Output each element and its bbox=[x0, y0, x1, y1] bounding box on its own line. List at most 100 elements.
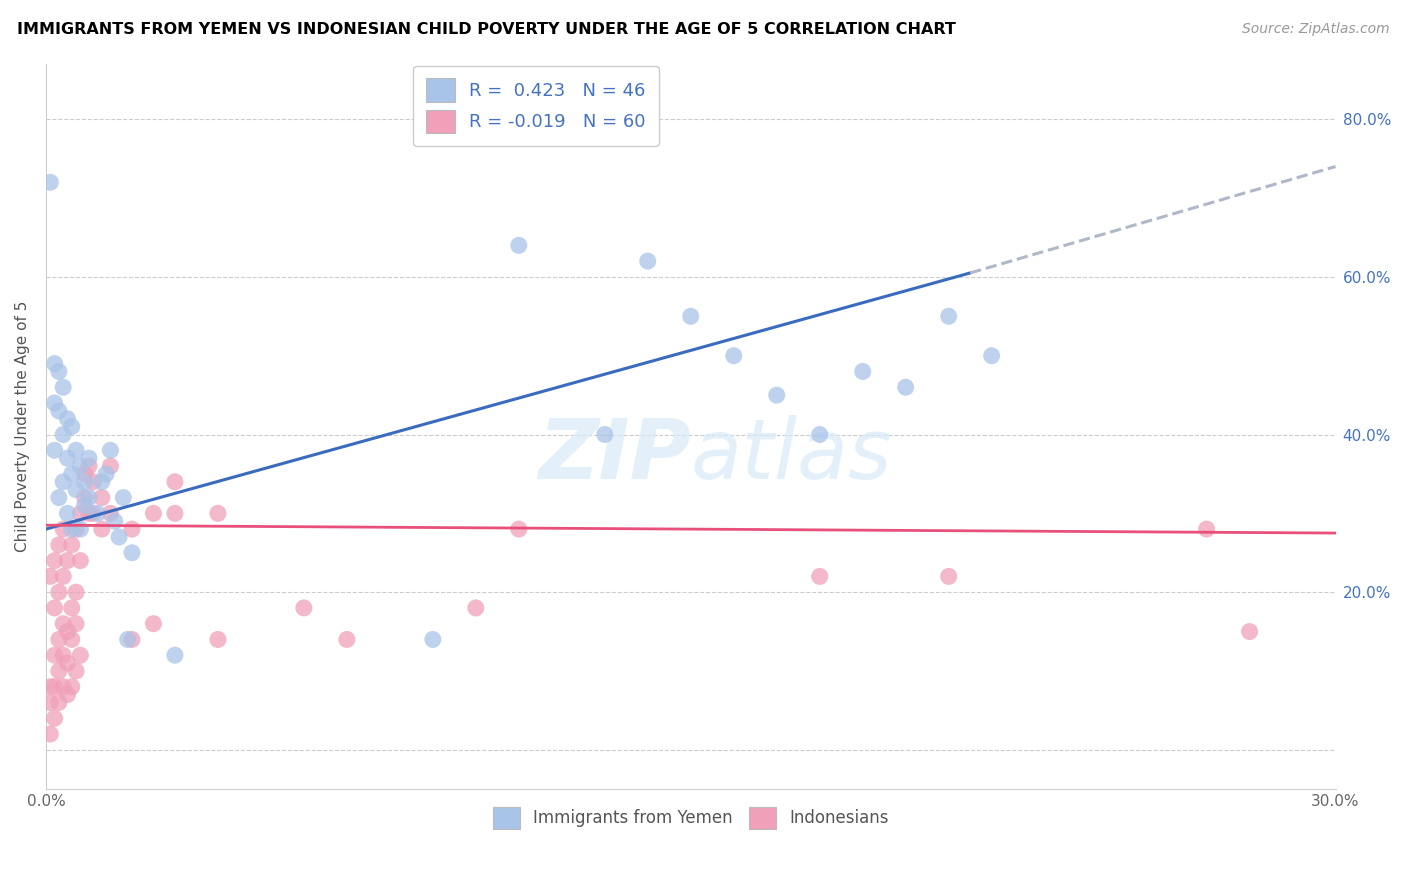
Point bbox=[593, 427, 616, 442]
Point bbox=[48, 538, 70, 552]
Point bbox=[39, 175, 62, 189]
Point bbox=[69, 648, 91, 663]
Point bbox=[121, 546, 143, 560]
Point bbox=[77, 491, 100, 505]
Point bbox=[44, 443, 66, 458]
Point bbox=[52, 648, 75, 663]
Point bbox=[142, 616, 165, 631]
Point bbox=[94, 467, 117, 481]
Point bbox=[69, 554, 91, 568]
Point bbox=[48, 404, 70, 418]
Point bbox=[69, 458, 91, 473]
Point bbox=[48, 664, 70, 678]
Point bbox=[60, 538, 83, 552]
Point bbox=[464, 601, 486, 615]
Point bbox=[60, 680, 83, 694]
Point bbox=[56, 624, 79, 639]
Point bbox=[52, 680, 75, 694]
Point bbox=[56, 506, 79, 520]
Point bbox=[336, 632, 359, 647]
Point bbox=[52, 475, 75, 489]
Point bbox=[65, 483, 87, 497]
Point bbox=[69, 522, 91, 536]
Point bbox=[52, 522, 75, 536]
Point bbox=[100, 458, 122, 473]
Point bbox=[48, 364, 70, 378]
Point bbox=[121, 522, 143, 536]
Point bbox=[73, 475, 96, 489]
Point bbox=[82, 475, 104, 489]
Text: IMMIGRANTS FROM YEMEN VS INDONESIAN CHILD POVERTY UNDER THE AGE OF 5 CORRELATION: IMMIGRANTS FROM YEMEN VS INDONESIAN CHIL… bbox=[17, 22, 956, 37]
Point bbox=[100, 443, 122, 458]
Legend: Immigrants from Yemen, Indonesians: Immigrants from Yemen, Indonesians bbox=[486, 800, 896, 835]
Point bbox=[980, 349, 1002, 363]
Point bbox=[77, 458, 100, 473]
Point bbox=[90, 491, 112, 505]
Point bbox=[723, 349, 745, 363]
Point bbox=[765, 388, 787, 402]
Point bbox=[637, 254, 659, 268]
Point bbox=[44, 680, 66, 694]
Point bbox=[39, 680, 62, 694]
Point bbox=[52, 427, 75, 442]
Point bbox=[44, 357, 66, 371]
Point bbox=[100, 506, 122, 520]
Point bbox=[69, 506, 91, 520]
Point bbox=[422, 632, 444, 647]
Point bbox=[56, 656, 79, 670]
Point bbox=[48, 491, 70, 505]
Point bbox=[852, 364, 875, 378]
Y-axis label: Child Poverty Under the Age of 5: Child Poverty Under the Age of 5 bbox=[15, 301, 30, 552]
Point bbox=[90, 522, 112, 536]
Text: atlas: atlas bbox=[690, 415, 893, 496]
Point bbox=[207, 632, 229, 647]
Point bbox=[82, 506, 104, 520]
Point bbox=[56, 411, 79, 425]
Point bbox=[163, 648, 186, 663]
Point bbox=[65, 664, 87, 678]
Point bbox=[90, 475, 112, 489]
Point bbox=[60, 632, 83, 647]
Point bbox=[65, 585, 87, 599]
Point bbox=[1195, 522, 1218, 536]
Point bbox=[44, 711, 66, 725]
Point bbox=[65, 616, 87, 631]
Point bbox=[52, 616, 75, 631]
Point bbox=[44, 396, 66, 410]
Point bbox=[508, 522, 530, 536]
Point bbox=[808, 569, 831, 583]
Point bbox=[56, 451, 79, 466]
Point bbox=[1239, 624, 1261, 639]
Point bbox=[163, 475, 186, 489]
Point bbox=[112, 491, 135, 505]
Point bbox=[163, 506, 186, 520]
Point bbox=[73, 467, 96, 481]
Point bbox=[52, 380, 75, 394]
Point bbox=[73, 491, 96, 505]
Point bbox=[60, 522, 83, 536]
Point bbox=[52, 569, 75, 583]
Point bbox=[938, 569, 960, 583]
Point bbox=[73, 499, 96, 513]
Point bbox=[48, 632, 70, 647]
Point bbox=[142, 506, 165, 520]
Point bbox=[207, 506, 229, 520]
Point bbox=[65, 522, 87, 536]
Point bbox=[48, 696, 70, 710]
Point bbox=[679, 310, 702, 324]
Point bbox=[117, 632, 139, 647]
Text: ZIP: ZIP bbox=[538, 415, 690, 496]
Point bbox=[44, 648, 66, 663]
Point bbox=[894, 380, 917, 394]
Point bbox=[56, 554, 79, 568]
Point bbox=[65, 443, 87, 458]
Point bbox=[292, 601, 315, 615]
Point bbox=[39, 696, 62, 710]
Point bbox=[77, 451, 100, 466]
Point bbox=[39, 727, 62, 741]
Text: Source: ZipAtlas.com: Source: ZipAtlas.com bbox=[1241, 22, 1389, 37]
Point bbox=[104, 514, 127, 528]
Point bbox=[48, 585, 70, 599]
Point bbox=[60, 601, 83, 615]
Point bbox=[86, 506, 108, 520]
